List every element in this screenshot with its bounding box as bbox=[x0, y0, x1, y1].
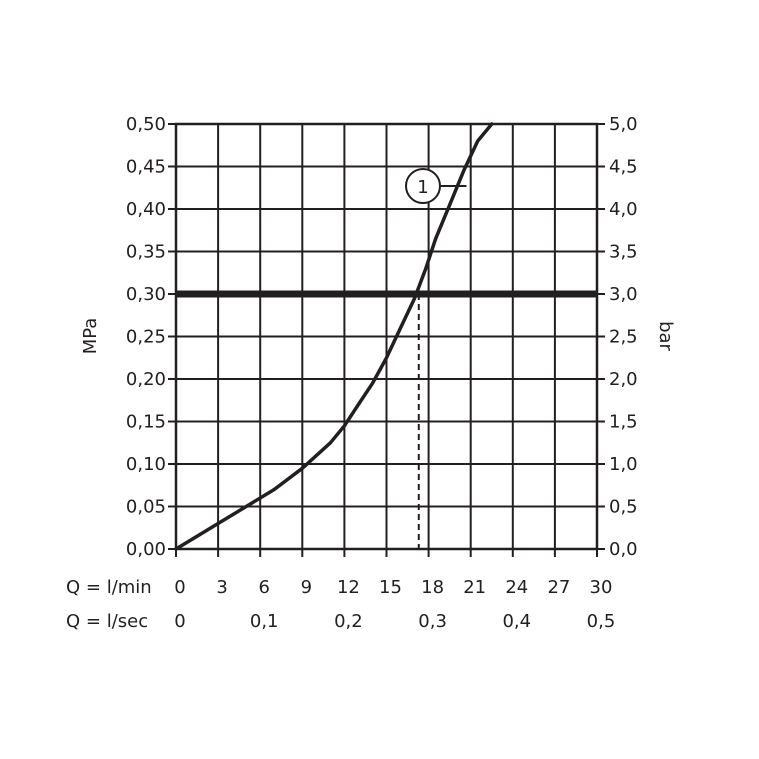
right-tick-label: 4,5 bbox=[609, 157, 638, 178]
left-tick-label: 0,35 bbox=[126, 242, 166, 263]
callout-label: 1 bbox=[417, 177, 428, 198]
left-axis-title: MPa bbox=[80, 318, 101, 355]
right-tick-label: 2,0 bbox=[609, 369, 638, 390]
right-tick-label: 1,0 bbox=[609, 454, 638, 475]
x-lsec-tick-label: 0,3 bbox=[418, 611, 447, 632]
x-lmin-tick-label: 0 bbox=[174, 577, 185, 598]
x-lmin-tick-label: 30 bbox=[590, 577, 613, 598]
x-lmin-tick-label: 12 bbox=[337, 577, 360, 598]
x-lsec-tick-label: 0 bbox=[174, 611, 185, 632]
x-lmin-tick-label: 3 bbox=[216, 577, 227, 598]
left-tick-label: 0,15 bbox=[126, 412, 166, 433]
left-tick-label: 0,10 bbox=[126, 454, 166, 475]
left-tick-label: 0,00 bbox=[126, 539, 166, 560]
callout-circle bbox=[405, 168, 441, 204]
x-lsec-tick-label: 0,1 bbox=[250, 611, 279, 632]
x-axis-lmin-title: Q = l/min bbox=[66, 577, 152, 598]
left-tick-label: 0,30 bbox=[126, 284, 166, 305]
right-tick-label: 1,5 bbox=[609, 412, 638, 433]
tick-marks bbox=[168, 123, 605, 557]
grid bbox=[174, 122, 599, 551]
x-lmin-tick-label: 24 bbox=[505, 577, 528, 598]
left-tick-label: 0,50 bbox=[126, 114, 166, 135]
x-lmin-tick-label: 18 bbox=[421, 577, 444, 598]
right-tick-label: 3,0 bbox=[609, 284, 638, 305]
right-tick-label: 4,0 bbox=[609, 199, 638, 220]
x-lmin-tick-label: 27 bbox=[547, 577, 570, 598]
left-tick-label: 0,05 bbox=[126, 497, 166, 518]
left-tick-label: 0,40 bbox=[126, 199, 166, 220]
left-tick-label: 0,20 bbox=[126, 369, 166, 390]
left-tick-label: 0,45 bbox=[126, 157, 166, 178]
x-lmin-tick-label: 21 bbox=[463, 577, 486, 598]
left-tick-label: 0,25 bbox=[126, 327, 166, 348]
right-tick-label: 5,0 bbox=[609, 114, 638, 135]
right-tick-label: 3,5 bbox=[609, 242, 638, 263]
right-axis-title: bar bbox=[655, 321, 676, 351]
right-tick-label: 0,5 bbox=[609, 497, 638, 518]
tick-labels: 0,00 0,00,05 0,50,10 1,00,15 1,50,20 2,00,25 2… bbox=[126, 114, 638, 632]
x-lsec-tick-label: 0,5 bbox=[587, 611, 616, 632]
x-lsec-tick-label: 0,4 bbox=[502, 611, 531, 632]
x-lmin-tick-label: 9 bbox=[301, 577, 312, 598]
x-lsec-tick-label: 0,2 bbox=[334, 611, 363, 632]
right-tick-label: 2,5 bbox=[609, 327, 638, 348]
x-axis-lsec-title: Q = l/sec bbox=[66, 611, 148, 632]
series: 1 bbox=[174, 122, 597, 551]
x-lmin-tick-label: 6 bbox=[258, 577, 269, 598]
right-tick-label: 0,0 bbox=[609, 539, 638, 560]
series-curve bbox=[174, 122, 494, 551]
x-lmin-tick-label: 15 bbox=[379, 577, 402, 598]
